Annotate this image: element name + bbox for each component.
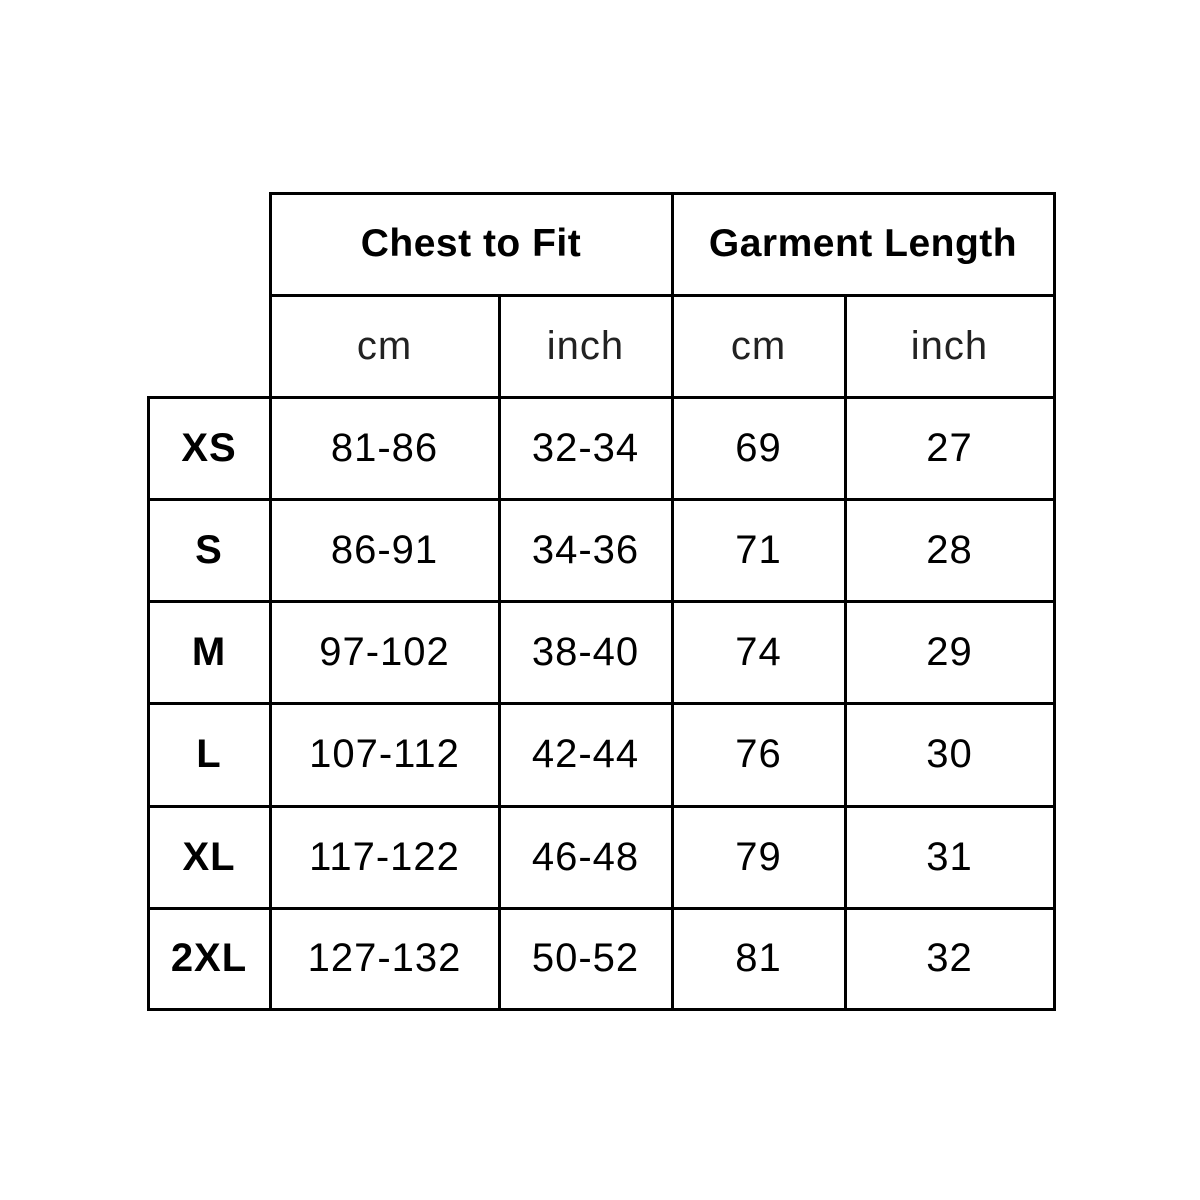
size-label-text: S <box>195 527 223 572</box>
table-cell-chest-cm: 81-86 <box>268 395 501 501</box>
table-cell-length-in: 27 <box>843 395 1056 501</box>
table-cell-length-in-text: 27 <box>926 425 973 470</box>
table-cell-length-cm: 74 <box>670 599 847 705</box>
table-cell-length-in-text: 29 <box>926 629 973 674</box>
table-cell-chest-cm-text: 97-102 <box>319 629 450 674</box>
table-cell-chest-in: 38-40 <box>497 599 674 705</box>
unit-header-text: cm <box>730 323 787 368</box>
table-cell-chest-in: 34-36 <box>497 497 674 603</box>
table-cell-chest-cm: 127-132 <box>268 906 501 1011</box>
table-cell-chest-cm: 97-102 <box>268 599 501 705</box>
table-cell-chest-in-text: 46-48 <box>531 834 640 879</box>
size-label-text: XS <box>181 425 237 470</box>
table-cell-chest-cm: 86-91 <box>268 497 501 603</box>
table-cell-length-in-text: 31 <box>926 834 973 879</box>
table-cell-length-cm-text: 69 <box>735 425 782 470</box>
table-cell-chest-cm-text: 107-112 <box>309 732 460 776</box>
size-label-text: 2XL <box>170 936 248 980</box>
table-cell-chest-in-text: 38-40 <box>531 629 640 674</box>
unit-header: inch <box>497 293 674 399</box>
table-cell-chest-cm-text: 127-132 <box>307 936 462 980</box>
table-cell-length-in-text: 30 <box>926 732 973 776</box>
unit-header: cm <box>670 293 847 399</box>
size-label: M <box>146 599 272 705</box>
table-cell-chest-in: 50-52 <box>497 906 674 1011</box>
table-cell-length-in: 28 <box>843 497 1056 603</box>
size-label-text: M <box>191 629 227 674</box>
table-cell-length-cm-text: 81 <box>735 936 782 980</box>
table-cell-chest-cm: 107-112 <box>268 701 501 808</box>
table-cell-chest-in: 32-34 <box>497 395 674 501</box>
table-cell-chest-in-text: 34-36 <box>531 527 640 572</box>
unit-header-text: inch <box>910 323 989 368</box>
table-cell-chest-cm-text: 81-86 <box>330 425 439 470</box>
size-label: XS <box>146 395 272 501</box>
unit-header-text: cm <box>356 323 413 368</box>
table-cell-length-in: 30 <box>843 701 1056 808</box>
size-label: XL <box>146 804 272 910</box>
table-cell-length-in-text: 32 <box>926 936 973 980</box>
table-cell-length-in: 32 <box>843 906 1056 1011</box>
unit-header: inch <box>843 293 1056 399</box>
table-cell-length-cm: 76 <box>670 701 847 808</box>
table-cell-length-cm-text: 79 <box>735 834 782 879</box>
size-label: L <box>146 701 272 808</box>
table-cell-length-in: 29 <box>843 599 1056 705</box>
unit-header: cm <box>268 293 501 399</box>
table-cell-length-cm-text: 76 <box>735 732 782 776</box>
table-cell-length-in: 31 <box>843 804 1056 910</box>
table-cell-chest-cm-text: 117-122 <box>309 834 460 879</box>
table-cell-length-cm: 69 <box>670 395 847 501</box>
table-cell-chest-in-text: 50-52 <box>531 936 640 980</box>
table-cell-chest-in: 42-44 <box>497 701 674 808</box>
header-garment-length-text: Garment Length <box>708 222 1018 265</box>
table-cell-length-cm: 79 <box>670 804 847 910</box>
table-cell-length-cm: 71 <box>670 497 847 603</box>
header-chest-to-fit-text: Chest to Fit <box>360 222 582 265</box>
unit-header-text: inch <box>546 323 625 368</box>
table-cell-length-cm-text: 71 <box>735 527 782 572</box>
table-cell-chest-cm: 117-122 <box>268 804 501 910</box>
table-cell-chest-in-text: 32-34 <box>531 425 640 470</box>
header-chest-to-fit: Chest to Fit <box>268 191 674 297</box>
table-cell-length-cm: 81 <box>670 906 847 1011</box>
header-garment-length: Garment Length <box>670 191 1056 297</box>
table-cell-chest-in: 46-48 <box>497 804 674 910</box>
table-cell-length-in-text: 28 <box>926 527 973 572</box>
table-cell-length-cm-text: 74 <box>735 629 782 674</box>
table-cell-chest-cm-text: 86-91 <box>330 527 439 572</box>
size-label-text: XL <box>182 834 236 879</box>
size-label: S <box>146 497 272 603</box>
size-label-text: L <box>196 732 222 776</box>
table-cell-chest-in-text: 42-44 <box>531 732 640 776</box>
size-label: 2XL <box>146 906 272 1011</box>
